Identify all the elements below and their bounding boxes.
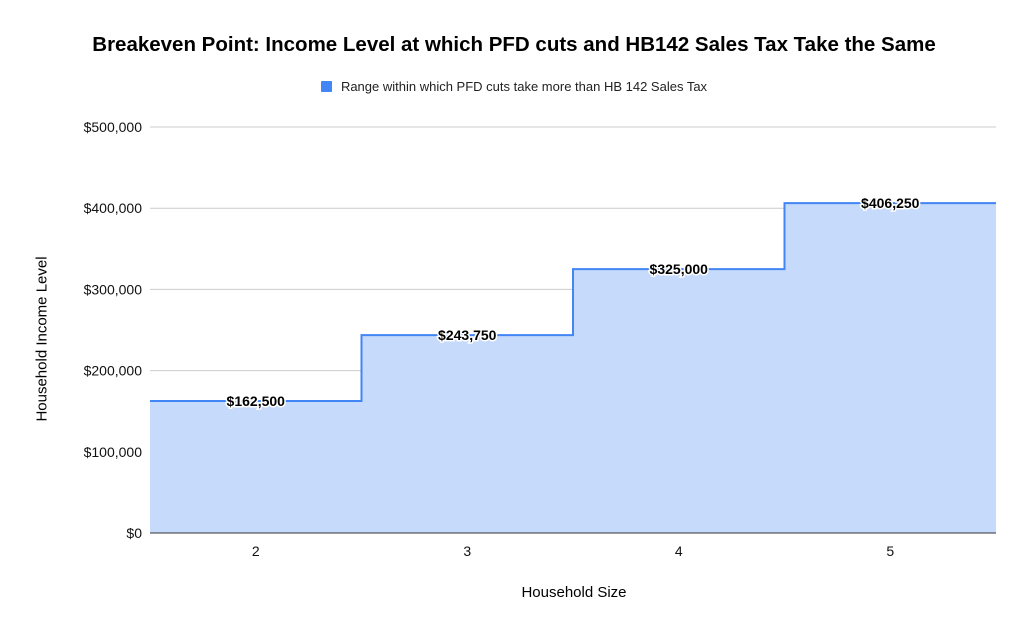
x-tick-label-1: 3 bbox=[463, 543, 471, 559]
data-label-0: $162,500 bbox=[227, 393, 286, 409]
x-tick-label-2: 4 bbox=[675, 543, 683, 559]
chart-title: Breakeven Point: Income Level at which P… bbox=[92, 33, 936, 56]
y-tick-label-4: $400,000 bbox=[84, 200, 143, 216]
data-label-1: $243,750 bbox=[438, 327, 497, 343]
legend-swatch bbox=[320, 81, 332, 92]
data-label-3: $406,250 bbox=[861, 195, 920, 211]
y-tick-label-3: $300,000 bbox=[84, 281, 143, 297]
x-tick-label-3: 5 bbox=[886, 543, 894, 559]
y-tick-label-0: $0 bbox=[126, 525, 142, 541]
legend: Range within which PFD cuts take more th… bbox=[0, 79, 1028, 94]
y-tick-label-1: $100,000 bbox=[84, 444, 143, 460]
x-axis-label: Household Size bbox=[521, 584, 627, 601]
legend-label: Range within which PFD cuts take more th… bbox=[340, 79, 708, 94]
data-label-2: $325,000 bbox=[650, 261, 709, 277]
y-tick-label-2: $200,000 bbox=[84, 363, 143, 379]
x-tick-label-0: 2 bbox=[252, 543, 260, 559]
series-line bbox=[150, 202, 996, 403]
area-fill bbox=[150, 203, 996, 533]
y-tick-label-5: $500,000 bbox=[84, 119, 143, 135]
